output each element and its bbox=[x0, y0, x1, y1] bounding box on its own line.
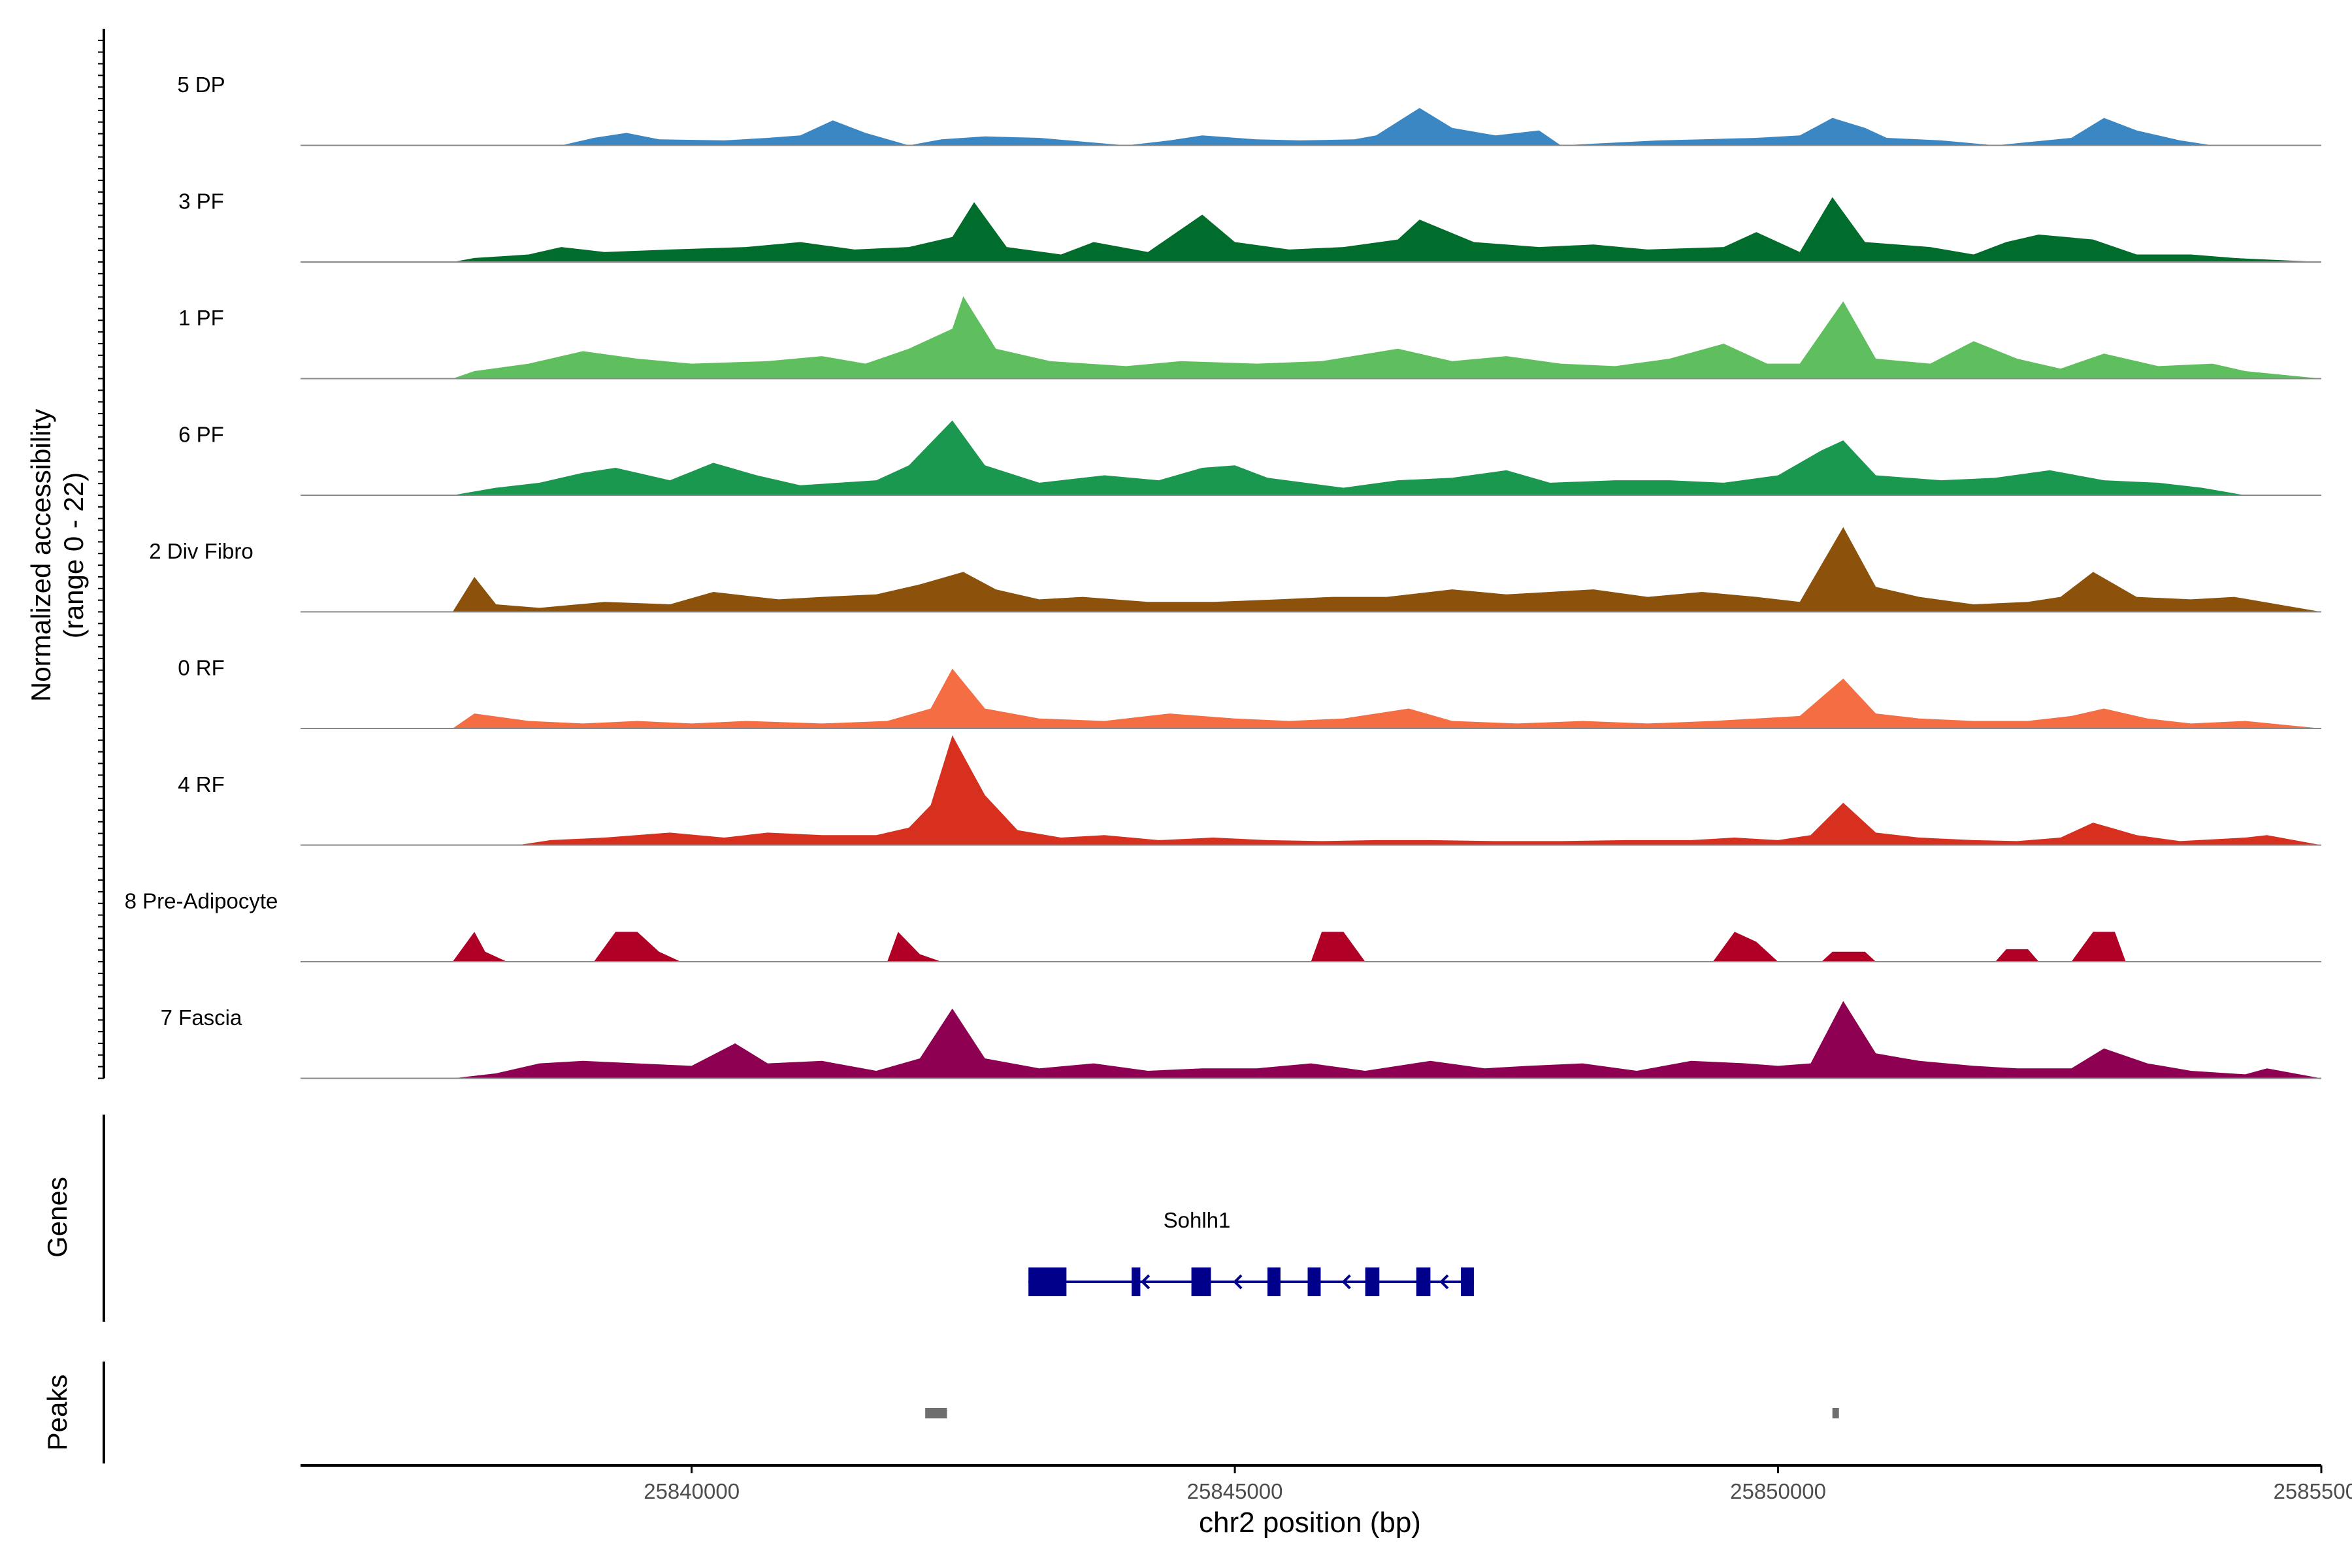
coverage-area bbox=[452, 197, 2321, 262]
gene-exon bbox=[1028, 1267, 1067, 1296]
strand-arrow bbox=[1233, 1274, 1243, 1290]
gene-exon bbox=[1191, 1267, 1211, 1296]
track-label: 2 Div Fibro bbox=[149, 539, 253, 563]
gene-name-label: Sohlh1 bbox=[1164, 1208, 1231, 1232]
x-axis: 25840000 25845000 25850000 25855000 bbox=[301, 1464, 2352, 1503]
x-tick-label: 25855000 bbox=[2274, 1479, 2352, 1503]
peaks-track bbox=[925, 1408, 1839, 1418]
gene-exon bbox=[1307, 1267, 1321, 1296]
gene-exon bbox=[1267, 1267, 1281, 1296]
gene-exon bbox=[1460, 1267, 1474, 1296]
y-axis-label-line1: Normalized accessibility bbox=[25, 409, 56, 702]
track-label: 1 PF bbox=[178, 306, 224, 330]
track-label: 8 Pre-Adipocyte bbox=[125, 889, 278, 913]
genes-track-label: Genes bbox=[42, 1177, 73, 1258]
coverage-area bbox=[452, 1001, 2321, 1079]
track-label: 7 Fascia bbox=[161, 1005, 242, 1030]
x-tick-label: 25845000 bbox=[1187, 1479, 1283, 1503]
x-axis-label: chr2 position (bp) bbox=[1199, 1507, 1421, 1539]
strand-arrow bbox=[1341, 1274, 1351, 1290]
track-label: 6 PF bbox=[178, 423, 224, 447]
peak-region bbox=[1832, 1408, 1839, 1418]
gene-exon bbox=[1132, 1267, 1141, 1296]
coverage-y-axis bbox=[98, 29, 105, 1079]
coverage-area bbox=[452, 932, 2321, 962]
track-label: 5 DP bbox=[177, 73, 225, 97]
x-tick-label: 25840000 bbox=[644, 1479, 740, 1503]
coverage-area bbox=[452, 420, 2321, 495]
coverage-tracks: 5 DP 3 PF 1 PF 6 PF 2 Div Fibro 0 RF 4 RF 8 Pre… bbox=[125, 73, 2321, 1079]
track-label: 4 RF bbox=[178, 772, 225, 796]
coverage-area bbox=[452, 108, 2321, 146]
strand-arrow bbox=[1140, 1274, 1151, 1290]
peak-region bbox=[925, 1408, 947, 1418]
y-axis-label-line2: (range 0 - 22) bbox=[58, 472, 89, 638]
gene-exon bbox=[1416, 1267, 1431, 1296]
coverage-area bbox=[452, 296, 2321, 379]
coverage-area bbox=[452, 735, 2321, 845]
track-label: 3 PF bbox=[178, 189, 224, 214]
gene-model: Sohlh1 bbox=[1028, 1208, 1474, 1296]
track-label: 0 RF bbox=[178, 656, 225, 680]
coverage-area bbox=[452, 527, 2321, 612]
strand-arrow bbox=[1439, 1274, 1449, 1290]
peaks-track-label: Peaks bbox=[42, 1375, 73, 1451]
x-tick-label: 25850000 bbox=[1730, 1479, 1826, 1503]
gene-exon bbox=[1365, 1267, 1380, 1296]
coverage-area bbox=[452, 668, 2321, 728]
